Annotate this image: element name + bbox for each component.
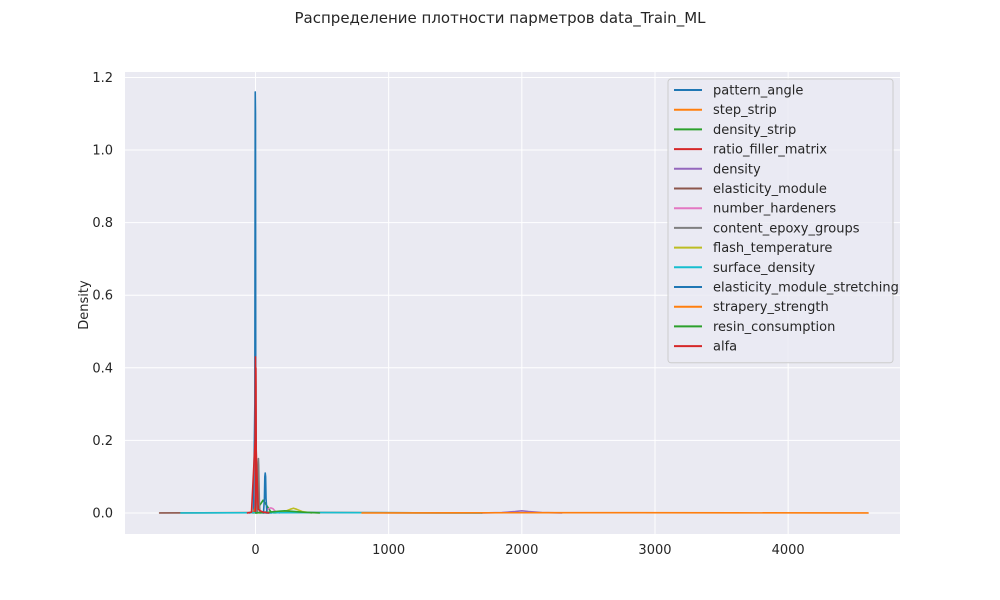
series-line-alfa	[246, 356, 270, 514]
y-tick-label: 0.0	[92, 506, 113, 521]
legend-label: strapery_strength	[713, 300, 829, 315]
x-tick-label: 4000	[772, 543, 805, 558]
x-tick-label: 0	[251, 543, 259, 558]
legend-label: surface_density	[713, 261, 816, 276]
y-tick-label: 0.4	[92, 361, 113, 376]
legend-label: content_epoxy_groups	[713, 221, 860, 236]
legend-label: elasticity_module_stretching	[713, 281, 899, 296]
x-tick-label: 1000	[372, 543, 405, 558]
legend-label: resin_consumption	[713, 320, 835, 335]
legend-label: step_strip	[713, 103, 777, 118]
chart-title: Распределение плотности парметров data_T…	[295, 9, 707, 28]
y-tick-label: 0.8	[92, 216, 113, 231]
legend-label: density	[713, 162, 761, 177]
y-tick-label: 0.6	[92, 289, 113, 304]
y-tick-label: 0.2	[92, 434, 113, 449]
series-line-elasticity-module-stretching	[262, 472, 268, 514]
y-tick-label: 1.2	[92, 71, 113, 86]
y-axis-label: Density	[77, 280, 92, 330]
series-group	[158, 91, 869, 514]
legend-label: number_hardeners	[713, 202, 836, 217]
x-tick-label: 3000	[638, 543, 671, 558]
legend-label: elasticity_module	[713, 182, 827, 197]
legend-label: pattern_angle	[713, 84, 803, 99]
legend-label: density_strip	[713, 123, 796, 138]
legend-label: alfa	[713, 340, 737, 355]
legend-label: ratio_filler_matrix	[713, 143, 827, 158]
x-tick-label: 2000	[505, 543, 538, 558]
legend-box	[667, 78, 894, 364]
legend-label: flash_temperature	[713, 241, 832, 256]
legend: pattern_angle step_strip density_striprati…	[667, 78, 899, 364]
y-tick-label: 1.0	[92, 144, 113, 159]
